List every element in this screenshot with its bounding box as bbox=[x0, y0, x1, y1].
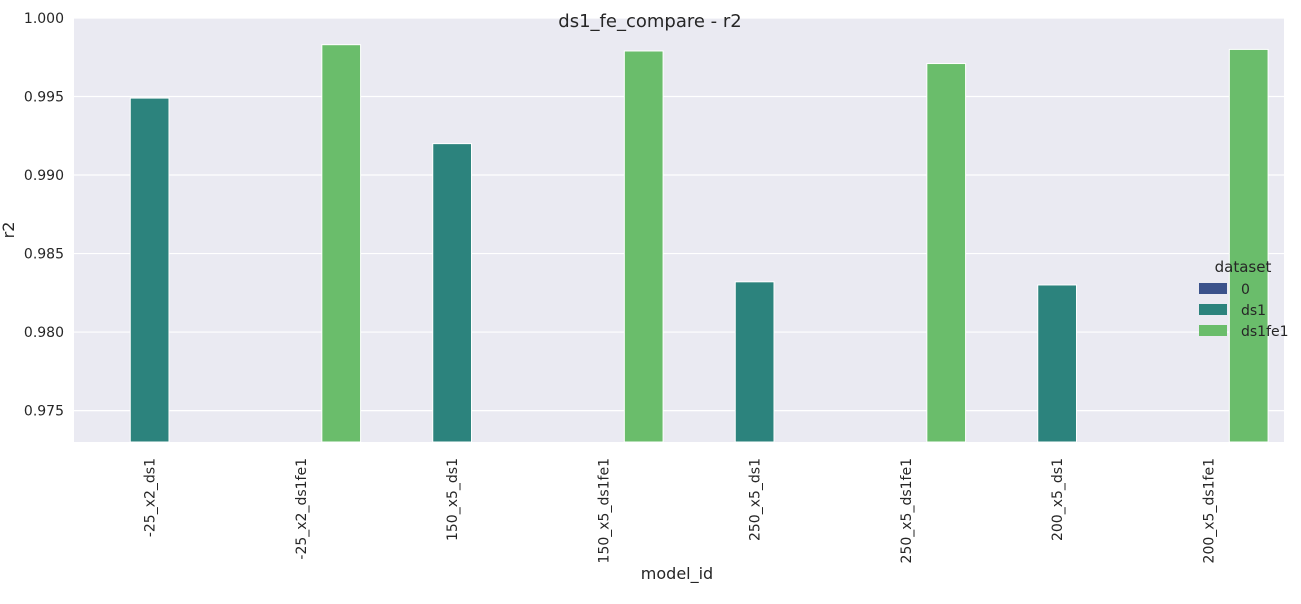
x-tick-label: -25_x2_ds1 bbox=[143, 458, 159, 537]
x-tick-label: -25_x2_ds1fe1 bbox=[294, 458, 310, 560]
plot-background bbox=[74, 18, 1284, 442]
bar-ds1fe1-150_x5_ds1fe1 bbox=[623, 50, 664, 443]
bar-ds1-250_x5_ds1 bbox=[734, 281, 775, 443]
bar-ds1-150_x5_ds1 bbox=[432, 143, 472, 443]
x-tick-label: 150_x5_ds1 bbox=[445, 458, 461, 541]
x-tick-label: 150_x5_ds1fe1 bbox=[596, 458, 612, 563]
x-tick-label: 200_x5_ds1 bbox=[1050, 458, 1066, 541]
bar-ds1--25_x2_ds1 bbox=[129, 97, 170, 443]
x-axis-label: model_id bbox=[641, 564, 713, 584]
bar-ds1fe1-200_x5_ds1fe1 bbox=[1228, 48, 1269, 443]
x-tick-labels: -25_x2_ds1 -25_x2_ds1fe1 150_x5_ds1 150_x5_… bbox=[143, 458, 1218, 563]
y-tick-labels: 0.975 0.980 0.985 0.990 0.995 1.000 bbox=[24, 11, 64, 420]
y-tick-label: 0.985 bbox=[24, 247, 64, 263]
x-tick-label: 250_x5_ds1 bbox=[748, 458, 764, 541]
x-tick-label: 200_x5_ds1fe1 bbox=[1201, 458, 1217, 563]
grid-lines bbox=[74, 17, 1284, 412]
legend-label: ds1fe1 bbox=[1241, 324, 1289, 340]
y-tick-label: 0.995 bbox=[24, 90, 64, 106]
x-tick-label: 250_x5_ds1fe1 bbox=[899, 458, 915, 563]
bars bbox=[129, 44, 1269, 443]
y-axis-label: r2 bbox=[0, 222, 18, 239]
legend-title: dataset bbox=[1215, 258, 1272, 276]
legend-swatch-0 bbox=[1199, 283, 1227, 294]
legend: dataset 0 ds1 ds1fe1 bbox=[1199, 258, 1289, 340]
legend-swatch-ds1 bbox=[1199, 304, 1227, 315]
bar-ds1fe1-250_x5_ds1fe1 bbox=[926, 63, 967, 443]
y-tick-label: 0.990 bbox=[24, 168, 64, 184]
y-tick-label: 0.980 bbox=[24, 325, 64, 341]
y-tick-label: 0.975 bbox=[24, 404, 64, 420]
chart-title: ds1_fe_compare - r2 bbox=[558, 11, 741, 32]
legend-label: 0 bbox=[1241, 282, 1250, 298]
bar-ds1fe1--25_x2_ds1fe1 bbox=[321, 44, 362, 443]
legend-label: ds1 bbox=[1241, 303, 1266, 319]
legend-swatch-ds1fe1 bbox=[1199, 325, 1227, 336]
y-tick-label: 1.000 bbox=[24, 11, 64, 27]
bar-ds1-200_x5_ds1 bbox=[1037, 284, 1077, 443]
